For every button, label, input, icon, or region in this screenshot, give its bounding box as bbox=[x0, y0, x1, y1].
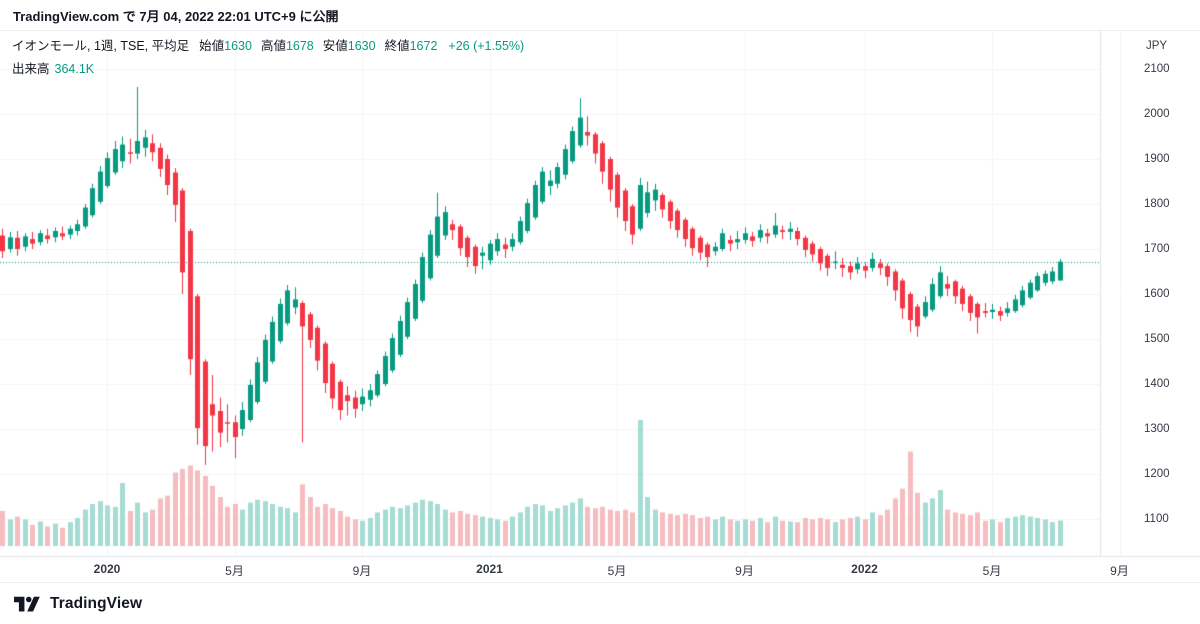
time-axis-tick[interactable]: 2020 bbox=[93, 562, 121, 576]
high-label: 高値 bbox=[260, 39, 286, 53]
price-axis-tick[interactable]: 1600 bbox=[1144, 287, 1170, 300]
ohlc-open: 始値1630 bbox=[199, 40, 252, 53]
legend-main-row: イオンモール, 1週, TSE, 平均足 始値1630 高値1678 安値163… bbox=[12, 40, 524, 53]
chart-area: イオンモール, 1週, TSE, 平均足 始値1630 高値1678 安値163… bbox=[0, 30, 1200, 583]
low-value: 1630 bbox=[347, 39, 376, 53]
close-label: 終値 bbox=[384, 39, 410, 53]
publication-header: TradingView.com で 7月 04, 2022 22:01 UTC+… bbox=[0, 0, 1200, 30]
price-axis-tick[interactable]: 1200 bbox=[1144, 467, 1170, 480]
price-axis-tick[interactable]: 1400 bbox=[1144, 377, 1170, 390]
price-axis-tick[interactable]: 1300 bbox=[1144, 422, 1170, 435]
volume-label[interactable]: 出来高 bbox=[12, 61, 50, 76]
price-axis-tick[interactable]: 1900 bbox=[1144, 152, 1170, 165]
low-label: 安値 bbox=[322, 39, 348, 53]
symbol-title[interactable]: イオンモール, 1週, TSE, 平均足 bbox=[12, 39, 190, 53]
price-axis-tick[interactable]: 1500 bbox=[1144, 332, 1170, 345]
brand-name[interactable]: TradingView bbox=[50, 594, 143, 612]
ohlc-close: 終値1672 bbox=[385, 40, 438, 53]
time-axis-tick[interactable]: 9月 bbox=[352, 564, 372, 578]
price-axis-tick[interactable]: 2000 bbox=[1144, 107, 1170, 120]
change-value: +26 (+1.55%) bbox=[448, 39, 525, 53]
legend-volume-row: 出来高 364.1K bbox=[12, 61, 524, 76]
page-footer: TradingView bbox=[0, 582, 1200, 624]
tradingview-logo-icon[interactable] bbox=[14, 594, 41, 613]
chart-legend: イオンモール, 1週, TSE, 平均足 始値1630 高値1678 安値163… bbox=[12, 40, 524, 85]
open-label: 始値 bbox=[199, 39, 225, 53]
high-value: 1678 bbox=[285, 39, 314, 53]
time-axis-tick[interactable]: 9月 bbox=[1110, 564, 1129, 578]
time-axis-tick[interactable]: 5月 bbox=[225, 564, 244, 578]
open-value: 1630 bbox=[224, 39, 252, 53]
price-axis-currency[interactable]: JPY bbox=[1146, 40, 1168, 52]
time-axis-tick[interactable]: 2022 bbox=[851, 562, 878, 576]
time-axis-tick[interactable]: 9月 bbox=[735, 564, 754, 578]
time-axis-tick[interactable]: 5月 bbox=[607, 564, 627, 578]
price-axis-tick[interactable]: 1700 bbox=[1144, 242, 1170, 255]
volume-value: 364.1K bbox=[54, 61, 95, 76]
price-axis-tick[interactable]: 1800 bbox=[1144, 197, 1170, 210]
price-chart-canvas[interactable] bbox=[0, 31, 1200, 583]
price-axis-tick[interactable]: 1100 bbox=[1144, 512, 1169, 525]
time-axis-tick[interactable]: 2021 bbox=[476, 562, 503, 576]
time-axis-tick[interactable]: 5月 bbox=[982, 564, 1002, 578]
ohlc-low: 安値1630 bbox=[323, 40, 376, 53]
ohlc-high: 高値1678 bbox=[261, 40, 314, 53]
price-axis-tick[interactable]: 2100 bbox=[1144, 62, 1170, 75]
close-value: 1672 bbox=[409, 39, 438, 53]
publication-text: TradingView.com で 7月 04, 2022 22:01 UTC+… bbox=[13, 8, 339, 24]
